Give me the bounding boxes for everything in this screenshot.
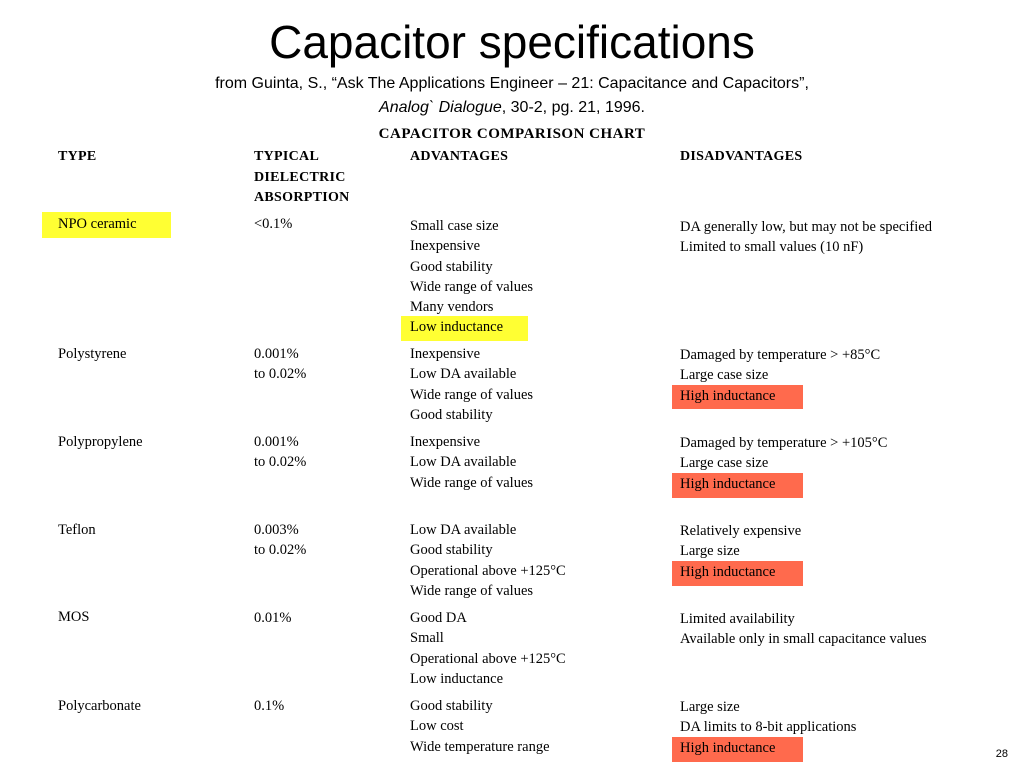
disadvantage-item: High inductance: [680, 475, 776, 492]
type-cell: Polypropylene: [58, 434, 143, 450]
disadvantages-cell: Damaged by temperature > +85°C Large cas…: [680, 345, 880, 406]
disadvantage-item: High inductance: [680, 739, 776, 756]
advantage-item: Low DA available: [410, 454, 517, 471]
advantage-item: Wide range of values: [410, 386, 534, 403]
advantages-cell: Inexpensive Low DA available Wide range …: [410, 432, 533, 493]
highlight-high-inductance: [672, 473, 803, 498]
header-disadvantages: DISADVANTAGES: [680, 149, 803, 164]
advantage-item: Good stability: [410, 698, 493, 714]
da-value: 0.001%: [254, 346, 299, 362]
disadvantage-item: Limited availability: [680, 611, 795, 627]
disadvantage-item: Large size: [680, 699, 740, 715]
type-cell: Polystyrene: [58, 346, 127, 362]
disadvantage-item: Large case size: [680, 367, 769, 384]
da-value: <0.1%: [254, 216, 293, 232]
advantage-item: Many vendors: [410, 299, 494, 316]
advantage-item: Inexpensive: [410, 346, 481, 362]
type-cell: MOS: [58, 609, 90, 625]
header-advantages: ADVANTAGES: [410, 149, 509, 164]
disadvantage-item: DA generally low, but may not be specifi…: [680, 219, 932, 235]
highlight-low-inductance: [401, 316, 528, 341]
type-cell: Teflon: [58, 522, 96, 538]
advantages-cell: Good DA Small Operational above +125°C L…: [410, 608, 566, 689]
header-type: TYPE: [58, 149, 97, 164]
citation-line-1: from Guinta, S., “Ask The Applications E…: [215, 75, 809, 92]
citation-line-2: Analog` Dialogue, 30-2, pg. 21, 1996.: [0, 97, 1024, 119]
advantage-item: Small case size: [410, 218, 499, 234]
disadvantages-cell: Large size DA limits to 8-bit applicatio…: [680, 697, 856, 758]
citation-details: , 30-2, pg. 21, 1996.: [501, 99, 645, 116]
advantage-item: Good stability: [410, 258, 493, 275]
advantage-item: Operational above +125°C: [410, 562, 566, 579]
da-value: 0.001%: [254, 434, 299, 450]
highlight-high-inductance: [672, 737, 803, 762]
advantages-cell: Inexpensive Low DA available Wide range …: [410, 344, 533, 425]
type-cell: NPO ceramic: [58, 216, 137, 232]
highlight-high-inductance: [672, 385, 803, 409]
da-cell: 0.001% to 0.02%: [254, 344, 306, 385]
advantages-cell: Good stability Low cost Wide temperature…: [410, 696, 550, 757]
advantage-item: Operational above +125°C: [410, 650, 566, 667]
advantage-item: Wide temperature range: [410, 738, 550, 755]
disadvantage-item: Large case size: [680, 455, 769, 472]
da-cell: 0.01%: [254, 608, 291, 628]
slide-title: Capacitor specifications: [269, 16, 755, 68]
disadvantages-cell: DA generally low, but may not be specifi…: [680, 217, 932, 258]
header-dielectric-absorption: TYPICAL DIELECTRIC ABSORPTION: [254, 147, 350, 209]
disadvantage-item: Damaged by temperature > +105°C: [680, 435, 888, 451]
disadvantages-cell: Damaged by temperature > +105°C Large ca…: [680, 433, 887, 494]
advantage-item: Low DA available: [410, 366, 517, 383]
chart-title: CAPACITOR COMPARISON CHART: [378, 126, 646, 142]
type-cell: Polycarbonate: [58, 698, 141, 714]
da-value: 0.003%: [254, 522, 299, 538]
da-cell: 0.003% to 0.02%: [254, 520, 306, 561]
advantage-item: Low inductance: [410, 670, 504, 687]
advantage-item: Wide range of values: [410, 278, 534, 295]
header-da-line-1: TYPICAL: [254, 149, 320, 164]
header-da-line-3: ABSORPTION: [254, 190, 350, 205]
advantage-item: Low cost: [410, 718, 464, 735]
advantage-item: Good DA: [410, 610, 467, 626]
disadvantage-item: Large size: [680, 543, 740, 560]
highlight-npo-ceramic: [42, 212, 171, 238]
citation-journal: Analog` Dialogue: [379, 99, 502, 116]
disadvantages-cell: Limited availability Available only in s…: [680, 609, 927, 650]
da-value: to 0.02%: [254, 542, 307, 559]
advantage-item: Wide range of values: [410, 582, 534, 599]
disadvantage-item: Damaged by temperature > +85°C: [680, 347, 881, 363]
disadvantage-item: Available only in small capacitance valu…: [680, 631, 927, 648]
disadvantage-item: Relatively expensive: [680, 523, 802, 539]
da-cell: 0.1%: [254, 696, 284, 716]
da-cell: <0.1%: [254, 214, 292, 234]
page-number: 28: [995, 748, 1008, 760]
header-da-line-2: DIELECTRIC: [254, 169, 346, 185]
advantages-cell: Low DA available Good stability Operatio…: [410, 520, 566, 601]
da-value: 0.1%: [254, 698, 285, 714]
advantage-item: Small: [410, 630, 444, 647]
advantages-cell: Small case size Inexpensive Good stabili…: [410, 216, 533, 338]
advantage-item: Low inductance: [410, 319, 504, 336]
advantage-item: Low DA available: [410, 522, 517, 538]
highlight-high-inductance: [672, 561, 803, 586]
advantage-item: Inexpensive: [410, 434, 481, 450]
disadvantage-item: High inductance: [680, 563, 776, 580]
da-cell: 0.001% to 0.02%: [254, 432, 306, 473]
advantage-item: Inexpensive: [410, 238, 481, 255]
disadvantage-item: High inductance: [680, 387, 776, 404]
advantage-item: Wide range of values: [410, 474, 534, 491]
advantage-item: Good stability: [410, 542, 493, 559]
disadvantage-item: DA limits to 8-bit applications: [680, 719, 857, 736]
da-value: to 0.02%: [254, 366, 307, 383]
da-value: to 0.02%: [254, 454, 307, 471]
disadvantage-item: Limited to small values (10 nF): [680, 239, 864, 256]
disadvantages-cell: Relatively expensive Large size High ind…: [680, 521, 801, 582]
advantage-item: Good stability: [410, 406, 493, 423]
da-value: 0.01%: [254, 610, 292, 626]
